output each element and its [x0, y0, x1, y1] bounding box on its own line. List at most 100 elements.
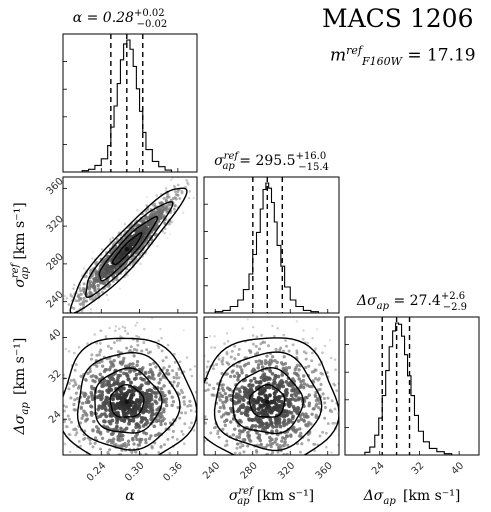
density-point-2-1-782	[342, 386, 345, 389]
density-point-1-0-447	[109, 238, 112, 241]
density-point-2-1-121	[370, 392, 372, 394]
density-point-2-1-69	[321, 430, 325, 434]
density-point-2-0-155	[176, 381, 180, 385]
density-point-2-1-144	[323, 406, 327, 410]
density-point-2-0-853	[143, 371, 148, 376]
density-point-2-1-9	[325, 371, 329, 374]
density-point-2-1-548	[246, 318, 249, 321]
density-point-2-1-132	[260, 334, 263, 337]
density-point-2-0-758	[129, 380, 133, 385]
density-point-2-0-207	[153, 433, 158, 438]
density-point-1-0-745	[82, 288, 86, 293]
density-point-2-0-570	[32, 366, 34, 368]
density-point-2-0-409	[160, 349, 164, 353]
density-point-2-1-878	[288, 419, 293, 423]
density-point-2-1-91	[355, 477, 357, 479]
density-point-2-0-250	[105, 388, 110, 393]
density-point-2-1-27	[283, 456, 286, 459]
density-point-2-1-306	[291, 405, 296, 409]
density-point-2-1-883	[302, 382, 307, 386]
density-point-2-1-795	[248, 386, 253, 391]
density-point-2-1-439	[310, 351, 314, 355]
density-point-2-0-151	[129, 345, 133, 349]
density-point-2-1-614	[220, 360, 224, 363]
density-point-2-0-874	[133, 408, 138, 413]
mag-superscript: ref	[346, 44, 362, 57]
density-point-2-0-728	[111, 382, 116, 387]
density-point-2-0-283	[67, 387, 71, 391]
density-point-1-0-618	[118, 287, 122, 290]
y-axis-title-2: Δσap [km s⁻¹]	[12, 338, 31, 436]
density-point-2-1-512	[306, 422, 310, 427]
density-point-1-0-524	[176, 193, 180, 197]
density-point-1-0-855	[104, 274, 108, 279]
density-point-2-1-370	[222, 413, 226, 417]
density-point-2-0-873	[102, 458, 105, 461]
density-point-1-0-869	[95, 276, 99, 280]
density-point-2-1-73	[321, 351, 324, 355]
density-point-2-0-653	[184, 411, 188, 415]
xtick-label-0-1: 0.30	[123, 460, 147, 484]
density-point-2-1-165	[268, 457, 271, 460]
density-point-2-0-425	[115, 339, 119, 342]
density-point-2-0-685	[84, 377, 88, 382]
density-point-2-0-15	[1, 401, 3, 403]
density-point-2-1-804	[250, 423, 255, 428]
density-point-2-0-808	[63, 404, 66, 408]
density-point-2-0-821	[134, 376, 138, 381]
density-point-2-0-585	[103, 406, 108, 411]
density-point-2-0-81	[164, 356, 168, 359]
density-point-2-1-274	[198, 388, 201, 391]
density-point-2-1-299	[186, 437, 188, 439]
density-point-2-0-321	[81, 401, 85, 405]
density-point-1-0-433	[178, 197, 182, 201]
density-point-2-0-770	[190, 374, 194, 378]
density-point-2-0-814	[115, 378, 120, 383]
density-point-2-0-533	[199, 419, 202, 422]
density-point-2-1-828	[271, 441, 275, 446]
density-point-2-0-78	[163, 443, 166, 447]
density-point-2-0-515	[96, 427, 101, 431]
density-point-2-0-129	[79, 472, 81, 474]
contour-layer	[63, 187, 339, 455]
density-point-2-1-270	[212, 386, 216, 390]
density-point-2-1-673	[268, 417, 273, 422]
density-point-2-1-806	[313, 394, 318, 399]
density-point-2-1-228	[330, 451, 333, 454]
density-point-2-1-790	[261, 425, 266, 430]
density-point-2-0-221	[157, 339, 160, 343]
density-point-2-1-326	[283, 459, 286, 462]
density-point-2-0-634	[165, 368, 169, 373]
density-point-1-0-828	[79, 320, 81, 322]
density-point-1-0-480	[80, 309, 84, 313]
density-point-2-1-813	[276, 398, 282, 403]
density-point-2-1-751	[267, 393, 272, 398]
density-point-2-0-590	[197, 387, 200, 390]
density-point-2-0-239	[121, 325, 125, 329]
density-point-2-0-326	[100, 406, 105, 410]
density-point-1-0-686	[159, 212, 163, 216]
density-point-1-0-91	[118, 219, 121, 222]
density-point-2-0-740	[125, 374, 130, 379]
density-point-2-1-220	[298, 468, 301, 471]
density-point-1-0-63	[82, 296, 86, 300]
density-point-1-0-100	[56, 324, 58, 326]
density-point-2-0-682	[132, 354, 136, 358]
density-point-2-1-253	[242, 450, 246, 454]
density-point-1-0-874	[101, 271, 105, 276]
density-point-2-0-110	[132, 369, 137, 373]
density-point-2-0-102	[97, 353, 101, 357]
density-point-2-0-288	[145, 348, 149, 352]
density-point-2-1-653	[291, 386, 296, 391]
density-point-2-1-793	[305, 383, 309, 387]
density-point-2-0-635	[188, 426, 192, 429]
density-point-2-0-449	[63, 420, 66, 424]
density-point-1-0-864	[197, 167, 199, 169]
density-point-2-0-179	[53, 393, 56, 396]
density-point-2-1-417	[249, 378, 253, 383]
density-point-2-0-215	[190, 421, 193, 425]
density-point-2-1-189	[241, 327, 244, 330]
density-point-2-1-348	[296, 405, 300, 410]
density-point-2-1-888	[245, 408, 250, 413]
density-point-2-1-425	[321, 372, 325, 376]
